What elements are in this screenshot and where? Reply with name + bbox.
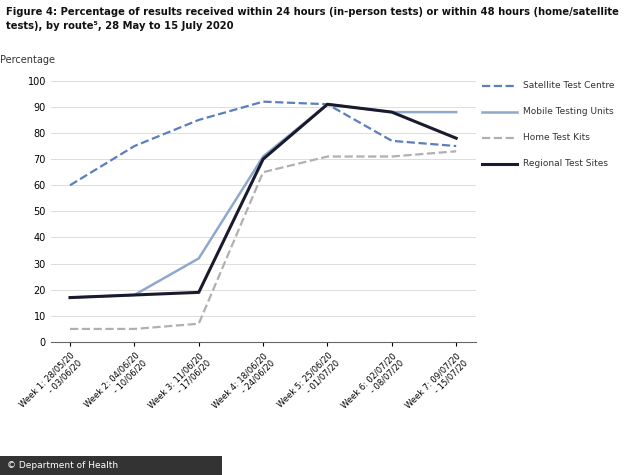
Regional Test Sites	[388, 109, 396, 115]
Line: Mobile Testing Units: Mobile Testing Units	[70, 104, 456, 297]
Home Test Kits	[453, 148, 460, 154]
Text: Regional Test Sites: Regional Test Sites	[523, 160, 608, 168]
Text: © Department of Health: © Department of Health	[6, 461, 118, 470]
Home Test Kits	[195, 321, 202, 327]
Home Test Kits	[388, 153, 396, 159]
Text: Mobile Testing Units: Mobile Testing Units	[523, 107, 614, 116]
Text: Percentage: Percentage	[0, 55, 55, 65]
Satellite Test Centre	[388, 138, 396, 143]
Home Test Kits	[324, 153, 332, 159]
Satellite Test Centre	[131, 143, 138, 149]
Regional Test Sites	[195, 289, 202, 295]
Line: Satellite Test Centre: Satellite Test Centre	[70, 102, 456, 185]
Regional Test Sites	[131, 292, 138, 298]
Line: Home Test Kits: Home Test Kits	[70, 151, 456, 329]
Mobile Testing Units	[131, 292, 138, 298]
Satellite Test Centre	[453, 143, 460, 149]
Text: tests), by route⁵, 28 May to 15 July 2020: tests), by route⁵, 28 May to 15 July 202…	[6, 21, 234, 31]
Mobile Testing Units	[66, 294, 74, 300]
Mobile Testing Units	[195, 256, 202, 261]
Regional Test Sites	[66, 294, 74, 300]
Text: Figure 4: Percentage of results received within 24 hours (in-person tests) or wi: Figure 4: Percentage of results received…	[6, 7, 619, 17]
Satellite Test Centre	[66, 182, 74, 188]
Regional Test Sites	[324, 101, 332, 107]
Home Test Kits	[259, 169, 267, 175]
Text: Home Test Kits: Home Test Kits	[523, 133, 590, 142]
Satellite Test Centre	[195, 117, 202, 123]
Text: Satellite Test Centre: Satellite Test Centre	[523, 81, 614, 90]
Regional Test Sites	[453, 135, 460, 141]
Satellite Test Centre	[259, 99, 267, 104]
Home Test Kits	[66, 326, 74, 332]
Satellite Test Centre	[324, 101, 332, 107]
Regional Test Sites	[259, 156, 267, 162]
Mobile Testing Units	[388, 109, 396, 115]
Mobile Testing Units	[259, 153, 267, 159]
Mobile Testing Units	[453, 109, 460, 115]
Home Test Kits	[131, 326, 138, 332]
Line: Regional Test Sites: Regional Test Sites	[70, 104, 456, 297]
Mobile Testing Units	[324, 101, 332, 107]
